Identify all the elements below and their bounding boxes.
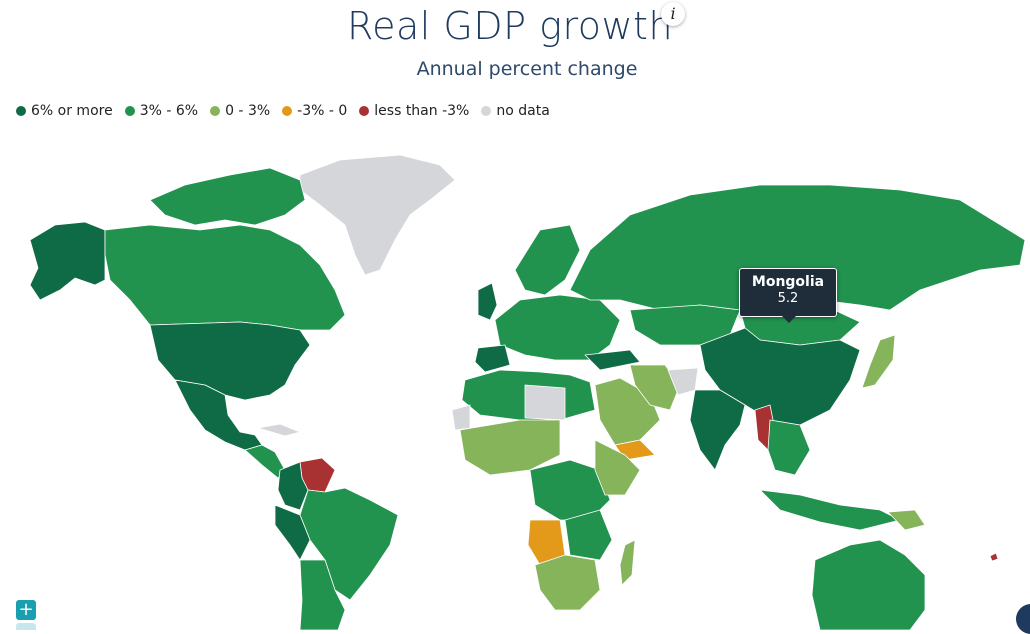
country-southeast-asia[interactable] [767,419,811,476]
info-icon[interactable]: i [661,2,685,26]
legend-label: 0 - 3% [225,103,271,119]
country-southern-africa[interactable] [534,554,601,611]
world-map [29,154,1026,630]
country-madagascar[interactable] [619,539,636,586]
country-iran[interactable] [629,364,681,411]
country-india[interactable] [689,389,746,471]
legend-item-6-or-more[interactable]: 6% or more [16,103,113,119]
country-australia[interactable] [811,539,926,630]
legend-label: less than -3% [374,103,470,119]
page-subtitle: Annual percent change [416,58,638,80]
legend-label: 3% - 6% [139,103,199,119]
country-colombia[interactable] [277,461,309,511]
country-canada-islands[interactable] [149,167,306,226]
legend-label: 6% or more [31,103,113,119]
page-title: Real GDP growth [346,4,674,48]
tooltip-country-name: Mongolia [751,274,825,290]
legend-item-3-to-6[interactable]: 3% - 6% [124,103,199,119]
country-cuba[interactable] [257,423,301,437]
country-turkey[interactable] [584,349,641,371]
country-east-africa[interactable] [594,439,641,496]
legend-item-neg3-to-0[interactable]: -3% - 0 [282,103,347,119]
map-tooltip: Mongolia 5.2 [739,268,837,323]
corner-badge [1016,604,1030,634]
country-europe[interactable] [494,294,621,361]
country-united-kingdom[interactable] [477,282,498,321]
country-libya[interactable] [524,384,566,421]
country-mexico[interactable] [174,379,263,451]
country-japan[interactable] [861,334,896,389]
country-greenland[interactable] [299,154,456,276]
legend: 6% or more 3% - 6% 0 - 3% -3% - 0 less t… [16,103,550,119]
country-west-africa[interactable] [459,419,561,476]
legend-swatch [359,106,370,116]
country-argentina[interactable] [299,559,346,630]
legend-item-less-than-neg3[interactable]: less than -3% [359,103,469,119]
country-mozambique[interactable] [564,509,613,561]
legend-item-0-to-3[interactable]: 0 - 3% [210,103,270,119]
country-spain[interactable] [474,344,511,373]
legend-swatch [210,106,221,116]
tooltip-value: 5.2 [777,291,799,306]
country-scandinavia[interactable] [514,224,581,296]
country-alaska[interactable] [29,221,106,301]
legend-swatch [282,106,293,116]
legend-swatch [16,106,26,116]
legend-item-no-data[interactable]: no data [481,103,550,119]
country-central-america[interactable] [244,444,286,479]
zoom-out-button[interactable] [16,623,36,630]
country-pacific-island[interactable] [989,552,999,562]
country-united-states[interactable] [149,321,311,401]
country-western-sahara[interactable] [451,404,471,431]
legend-label: -3% - 0 [297,103,348,119]
country-papua-new-guinea[interactable] [887,509,926,531]
zoom-in-button[interactable]: + [16,600,36,620]
country-canada[interactable] [104,224,346,331]
country-indonesia[interactable] [759,489,901,531]
legend-swatch [481,106,492,116]
legend-swatch [124,106,135,116]
legend-label: no data [496,103,550,119]
